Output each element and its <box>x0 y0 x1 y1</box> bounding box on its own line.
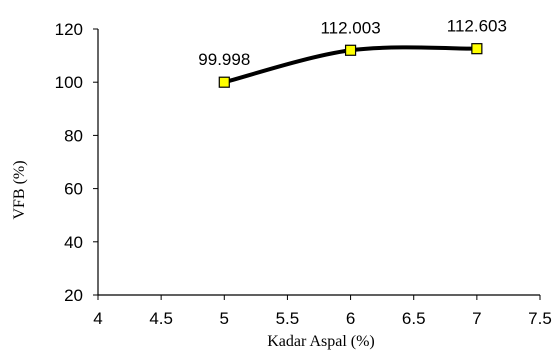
y-tick-label: 100 <box>55 73 83 92</box>
x-tick-label: 5 <box>220 309 229 328</box>
y-tick-label: 60 <box>64 180 83 199</box>
data-label: 99.998 <box>198 50 250 69</box>
x-axis-title: Kadar Aspal (%) <box>267 333 375 350</box>
data-label: 112.003 <box>320 18 380 37</box>
x-tick-label: 5.5 <box>276 309 300 328</box>
axes: 4 4.5 5 5.5 6 6.5 7 7.5 20 40 60 80 100 120 <box>55 20 552 328</box>
y-axis-title: VFB (%) <box>11 160 28 219</box>
y-tick-label: 120 <box>55 20 83 39</box>
x-tick-label: 4 <box>93 309 102 328</box>
data-point-marker <box>471 43 483 55</box>
x-tick-label: 7 <box>472 309 481 328</box>
labels-group: 99.998 112.003 112.603 <box>198 17 507 70</box>
x-tick-label: 6.5 <box>402 309 426 328</box>
x-tick-label: 7.5 <box>528 309 552 328</box>
data-label: 112.603 <box>447 17 507 36</box>
x-tick-label: 4.5 <box>149 309 173 328</box>
y-tick-label: 80 <box>64 126 83 145</box>
x-tick-label: 6 <box>346 309 355 328</box>
series-group <box>218 43 483 88</box>
data-point-marker <box>344 44 357 56</box>
data-point-marker <box>218 76 230 88</box>
y-tick-label: 20 <box>64 286 83 305</box>
y-tick-label: 40 <box>64 233 83 252</box>
